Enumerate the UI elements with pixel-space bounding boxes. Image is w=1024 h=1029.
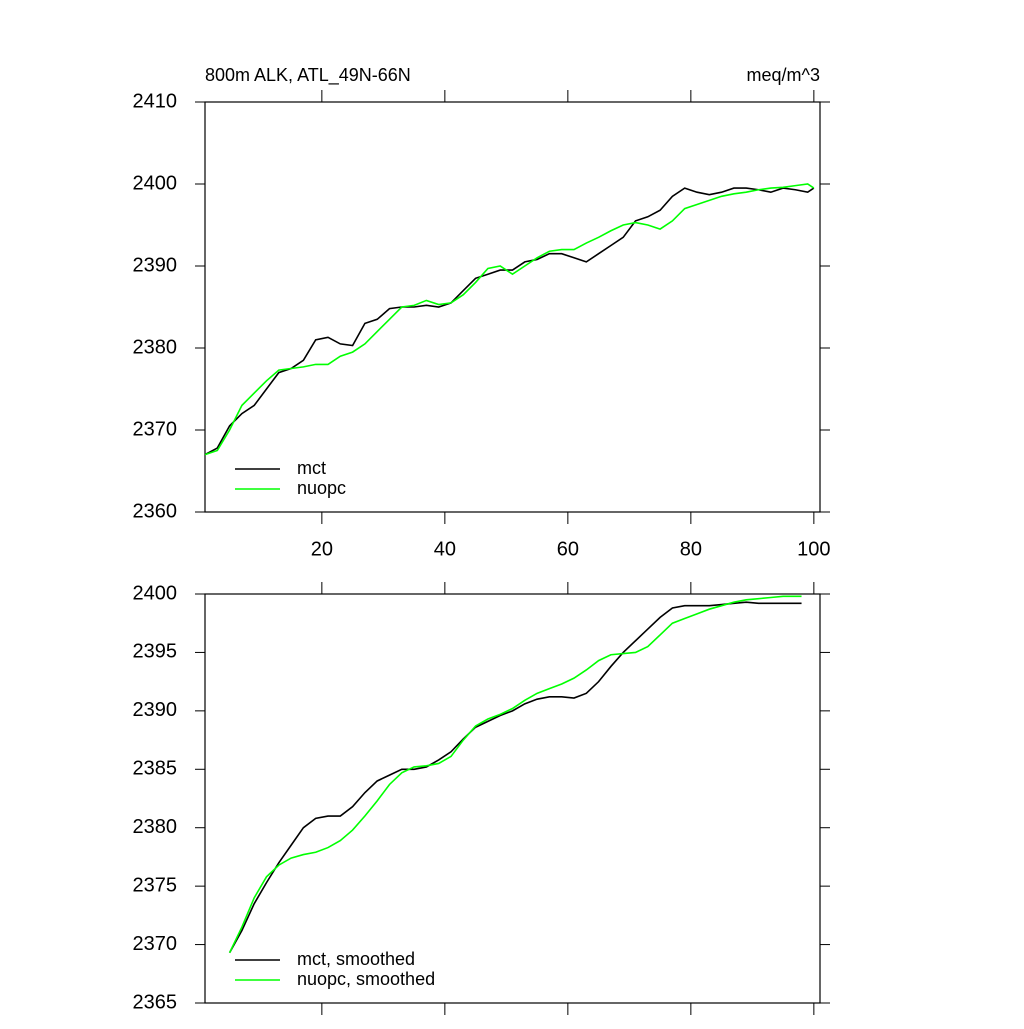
plot-frame: [204, 101, 821, 513]
y-tick-label: 2365: [133, 991, 178, 1013]
x-tick-label: 60: [557, 538, 579, 560]
x-tick-label: 40: [434, 538, 456, 560]
x-tick-label: 20: [311, 538, 333, 560]
y-tick-label: 2360: [133, 500, 178, 522]
series-line: [204, 187, 815, 456]
series-line: [204, 183, 815, 456]
legend-label: mct, smoothed: [297, 949, 415, 969]
units-label: meq/m^3: [747, 65, 820, 85]
x-tick-label: 80: [680, 538, 702, 560]
series-line: [228, 601, 802, 954]
y-tick-label: 2410: [133, 90, 178, 112]
legend-label: mct: [297, 458, 326, 478]
y-tick-label: 2395: [133, 641, 178, 663]
y-tick-label: 2380: [133, 816, 178, 838]
y-tick-label: 2380: [133, 336, 178, 358]
plot-frame: [204, 593, 821, 1004]
y-tick-label: 2385: [133, 758, 178, 780]
legend-label: nuopc, smoothed: [297, 969, 435, 989]
x-tick-label: 100: [797, 538, 830, 560]
legend-label: nuopc: [297, 478, 346, 498]
y-tick-label: 2390: [133, 254, 178, 276]
series-line: [228, 595, 802, 954]
y-tick-label: 2375: [133, 874, 178, 896]
y-tick-label: 2400: [133, 582, 178, 604]
y-tick-label: 2400: [133, 172, 178, 194]
y-tick-label: 2370: [133, 933, 178, 955]
chart-title: 800m ALK, ATL_49N-66N: [205, 65, 411, 86]
y-tick-label: 2370: [133, 418, 178, 440]
y-tick-label: 2390: [133, 699, 178, 721]
